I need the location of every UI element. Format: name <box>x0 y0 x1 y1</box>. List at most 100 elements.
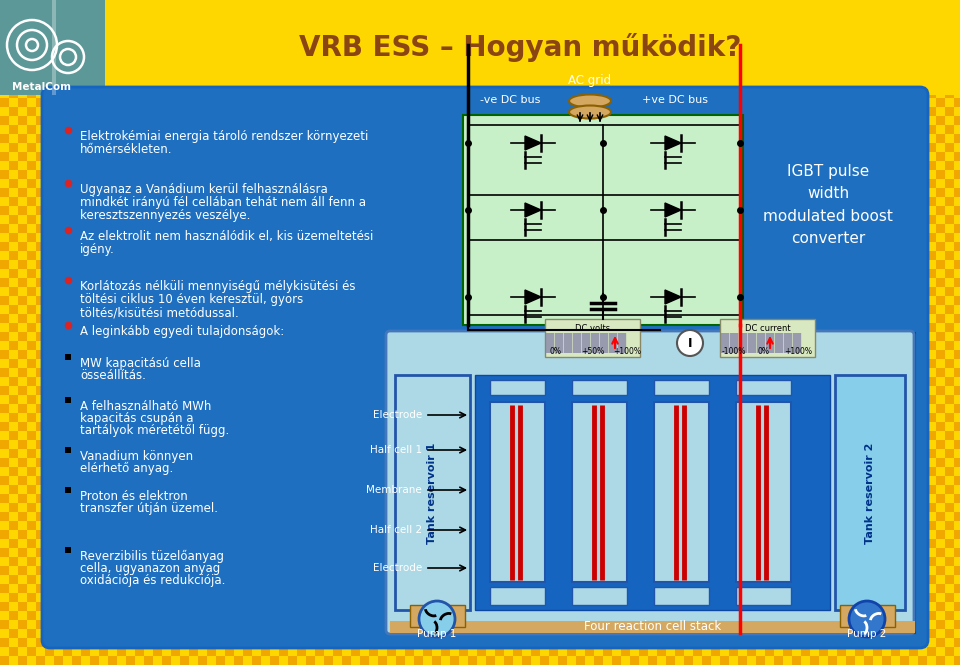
Bar <box>783 8 792 17</box>
Bar <box>0 314 9 323</box>
Bar <box>576 125 585 134</box>
Bar <box>171 107 180 116</box>
Bar <box>477 242 486 251</box>
Bar <box>324 116 333 125</box>
Bar <box>252 125 261 134</box>
Bar <box>909 251 918 260</box>
Bar <box>108 386 117 395</box>
Bar <box>396 224 405 233</box>
Bar <box>306 404 315 413</box>
Bar <box>729 611 738 620</box>
Bar <box>522 512 531 521</box>
Bar <box>657 413 666 422</box>
Bar <box>900 35 909 44</box>
Bar <box>459 539 468 548</box>
Bar <box>378 629 387 638</box>
Bar <box>936 314 945 323</box>
Bar <box>918 377 927 386</box>
Bar <box>351 260 360 269</box>
Bar <box>945 35 954 44</box>
Bar <box>81 548 90 557</box>
Bar <box>900 485 909 494</box>
Bar <box>423 467 432 476</box>
Bar <box>423 359 432 368</box>
Bar <box>531 620 540 629</box>
Bar <box>873 611 882 620</box>
Bar <box>837 611 846 620</box>
Bar <box>864 89 873 98</box>
Bar <box>504 287 513 296</box>
Bar <box>207 638 216 647</box>
Bar <box>927 557 936 566</box>
Bar <box>558 557 567 566</box>
Bar <box>432 62 441 71</box>
Bar <box>126 98 135 107</box>
Bar <box>936 44 945 53</box>
Bar <box>342 647 351 656</box>
Bar <box>603 323 612 332</box>
Bar <box>216 188 225 197</box>
Bar <box>495 548 504 557</box>
Bar <box>810 323 819 332</box>
Bar <box>396 125 405 134</box>
Bar <box>297 161 306 170</box>
Bar <box>558 395 567 404</box>
Bar <box>594 386 603 395</box>
Bar <box>666 80 675 89</box>
Bar <box>648 593 657 602</box>
Bar <box>792 548 801 557</box>
Bar <box>387 179 396 188</box>
Bar <box>360 575 369 584</box>
Bar <box>927 224 936 233</box>
Bar <box>108 431 117 440</box>
Bar <box>18 197 27 206</box>
Bar <box>540 386 549 395</box>
Bar <box>0 44 9 53</box>
Bar <box>531 26 540 35</box>
Bar <box>711 26 720 35</box>
Bar <box>126 584 135 593</box>
Bar <box>396 71 405 80</box>
Bar <box>792 341 801 350</box>
Bar <box>423 224 432 233</box>
Bar <box>234 638 243 647</box>
Bar <box>333 143 342 152</box>
Bar <box>621 215 630 224</box>
Bar <box>630 98 639 107</box>
Bar <box>27 350 36 359</box>
Bar <box>27 422 36 431</box>
Bar <box>540 341 549 350</box>
Bar <box>756 278 765 287</box>
Bar <box>477 0 486 8</box>
Bar <box>729 512 738 521</box>
Bar <box>783 278 792 287</box>
Bar <box>711 386 720 395</box>
Bar <box>900 386 909 395</box>
Bar <box>531 44 540 53</box>
Bar <box>738 269 747 278</box>
Bar <box>72 116 81 125</box>
Bar <box>837 548 846 557</box>
Bar <box>747 62 756 71</box>
Bar <box>495 89 504 98</box>
Bar <box>198 395 207 404</box>
Bar <box>117 278 126 287</box>
Bar <box>621 350 630 359</box>
Bar <box>612 377 621 386</box>
Bar <box>342 0 351 8</box>
Bar <box>90 494 99 503</box>
Bar <box>297 152 306 161</box>
Bar <box>927 80 936 89</box>
Bar <box>90 161 99 170</box>
Bar <box>621 53 630 62</box>
Bar <box>648 584 657 593</box>
Bar <box>234 656 243 665</box>
Bar <box>45 593 54 602</box>
Bar <box>450 224 459 233</box>
Bar <box>81 611 90 620</box>
Bar <box>684 17 693 26</box>
Bar <box>144 584 153 593</box>
Bar <box>531 134 540 143</box>
Bar <box>90 233 99 242</box>
Bar <box>864 314 873 323</box>
